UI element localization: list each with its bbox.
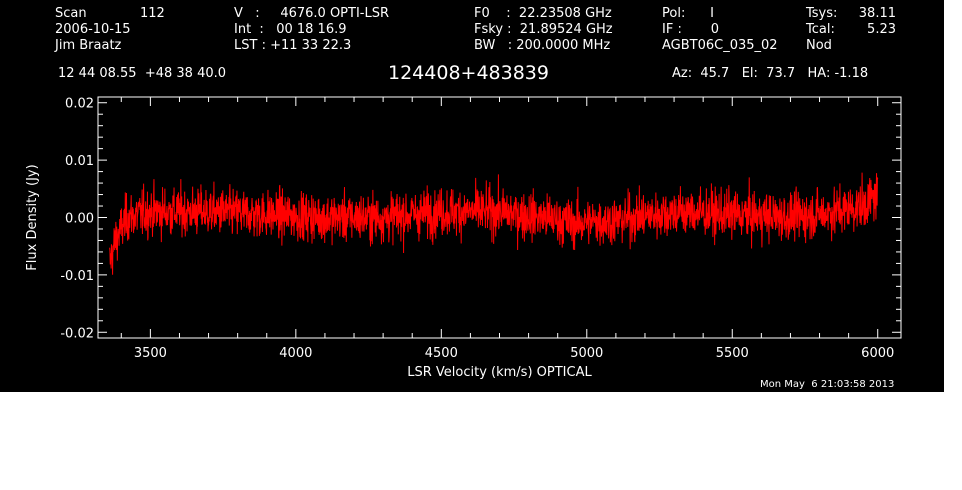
x-axis-label: LSR Velocity (km/s) OPTICAL [407,365,592,380]
y-axis-label: Flux Density (Jy) [25,164,40,270]
observer-name: Jim Braatz [55,38,122,53]
sky-frequency: Fsky : 21.89524 GHz [474,22,613,37]
source-coordinates: 12 44 08.55 +48 38 40.0 [58,66,227,81]
polarization: Pol: I [662,6,714,21]
source-name: 124408+483839 [388,62,549,84]
pointing-info: Az: 45.7 El: 73.7 HA: -1.18 [672,66,869,81]
project-id: AGBT06C_035_02 [662,38,778,53]
x-tick-label: 3500 [134,346,167,361]
y-tick-label: 0.01 [65,154,94,169]
scan-label: Scan [55,6,87,21]
x-tick-label: 5000 [570,346,603,361]
tsys-label: Tsys: [806,6,838,21]
x-tick-labels: 3500 4000 4500 5000 5500 6000 [134,346,894,361]
lst-info: LST : +11 33 22.3 [234,38,352,53]
spectrum-line [109,172,879,275]
x-tick-label: 5500 [716,346,749,361]
y-tick-labels: -0.02 -0.01 0.00 0.01 0.02 [60,97,94,342]
x-tick-label: 6000 [861,346,894,361]
y-tick-label: 0.02 [65,97,94,112]
integration-time: Int : 00 18 16.9 [234,22,347,37]
procedure-name: Nod [806,38,832,53]
spectrum-panel: Scan 2006-10-15 Jim Braatz 112 V : 4676.… [0,0,944,392]
x-tick-label: 4500 [425,346,458,361]
timestamp: Mon May 6 21:03:58 2013 [760,379,895,390]
if-number: IF : 0 [662,22,720,37]
rest-frequency: F0 : 22.23508 GHz [474,6,612,21]
y-tick-label: -0.02 [60,326,94,341]
y-tick-label: 0.00 [65,212,94,227]
spectrum-chart: 3500 4000 4500 5000 5500 6000 -0.02 -0.01 0.00 0… [25,96,902,380]
x-tick-label: 4000 [279,346,312,361]
tcal-label: Tcal: [806,22,835,37]
bandwidth: BW : 200.0000 MHz [474,38,611,53]
axis-ticks [98,97,901,338]
y-tick-label: -0.01 [60,269,94,284]
plot-frame [97,96,902,339]
velocity-info: V : 4676.0 OPTI-LSR [234,6,390,21]
observation-date: 2006-10-15 [55,22,131,37]
tsys-value: 38.11 [858,6,896,21]
scan-number: 112 [140,6,165,21]
tcal-value: 5.23 [867,22,896,37]
